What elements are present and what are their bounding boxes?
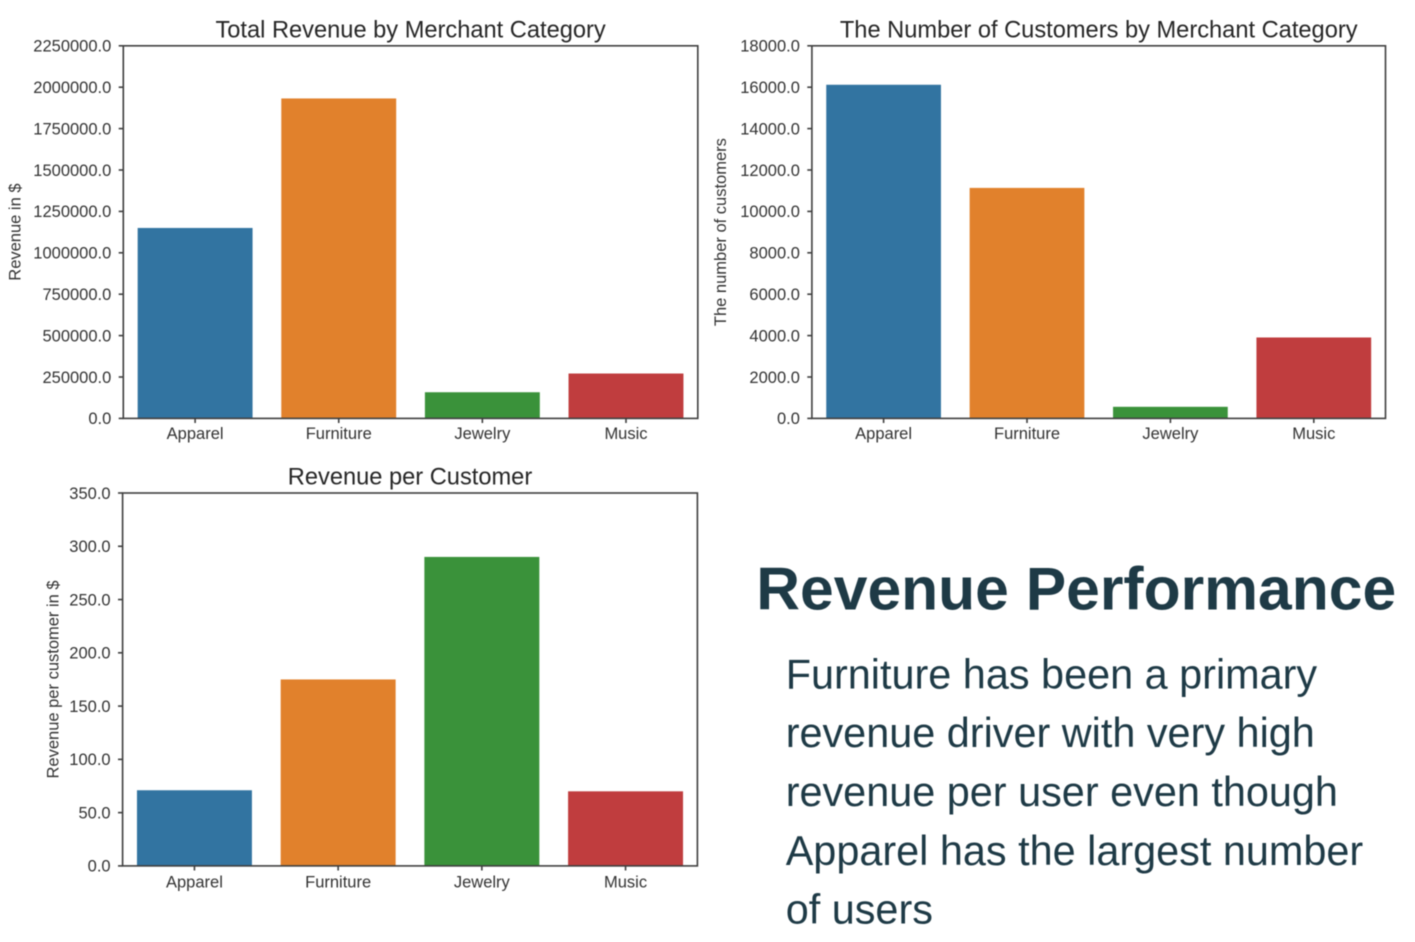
- svg-text:Jewelry: Jewelry: [454, 874, 511, 892]
- svg-text:750000.0: 750000.0: [42, 286, 111, 304]
- svg-text:2000.0: 2000.0: [749, 369, 799, 387]
- svg-text:Furniture: Furniture: [305, 874, 371, 892]
- svg-text:0.0: 0.0: [777, 410, 800, 428]
- svg-text:Apparel: Apparel: [167, 425, 224, 443]
- svg-text:350.0: 350.0: [69, 485, 110, 503]
- svg-text:Furniture: Furniture: [306, 425, 372, 443]
- svg-text:250000.0: 250000.0: [42, 369, 111, 387]
- svg-text:2000000.0: 2000000.0: [33, 79, 111, 97]
- svg-text:18000.0: 18000.0: [740, 38, 800, 56]
- svg-text:revenue per user even though: revenue per user even though: [786, 769, 1338, 815]
- svg-text:8000.0: 8000.0: [749, 245, 799, 263]
- svg-text:Apparel has the largest number: Apparel has the largest number: [786, 828, 1364, 874]
- svg-text:Revenue in $: Revenue in $: [7, 183, 25, 280]
- svg-text:0.0: 0.0: [88, 410, 111, 428]
- svg-text:Music: Music: [1292, 425, 1335, 443]
- svg-text:2250000.0: 2250000.0: [33, 38, 111, 56]
- svg-text:6000.0: 6000.0: [749, 286, 799, 304]
- svg-text:4000.0: 4000.0: [749, 327, 799, 345]
- svg-text:revenue driver with very high: revenue driver with very high: [786, 710, 1315, 756]
- svg-text:of users: of users: [786, 887, 933, 933]
- svg-text:16000.0: 16000.0: [740, 79, 800, 97]
- svg-text:1500000.0: 1500000.0: [33, 162, 111, 180]
- svg-text:Jewelry: Jewelry: [454, 425, 511, 443]
- svg-text:Revenue Performance: Revenue Performance: [756, 555, 1396, 623]
- svg-text:150.0: 150.0: [69, 698, 110, 716]
- svg-text:Revenue per Customer: Revenue per Customer: [288, 465, 533, 491]
- svg-text:100.0: 100.0: [69, 751, 110, 769]
- svg-text:14000.0: 14000.0: [740, 120, 800, 138]
- svg-text:500000.0: 500000.0: [42, 327, 111, 345]
- svg-text:10000.0: 10000.0: [740, 203, 800, 221]
- svg-text:Total Revenue by Merchant Cate: Total Revenue by Merchant Category: [215, 17, 605, 43]
- svg-text:0.0: 0.0: [88, 858, 111, 876]
- svg-text:300.0: 300.0: [69, 538, 110, 556]
- svg-text:50.0: 50.0: [78, 804, 110, 822]
- svg-text:Jewelry: Jewelry: [1142, 425, 1199, 443]
- svg-text:The number of customers: The number of customers: [712, 138, 730, 326]
- svg-text:1750000.0: 1750000.0: [33, 120, 111, 138]
- svg-text:1000000.0: 1000000.0: [33, 245, 111, 263]
- svg-text:12000.0: 12000.0: [740, 162, 800, 180]
- svg-text:Music: Music: [604, 425, 647, 443]
- svg-text:Music: Music: [604, 874, 647, 892]
- svg-text:Apparel: Apparel: [166, 874, 223, 892]
- svg-text:Furniture: Furniture: [994, 425, 1060, 443]
- svg-text:Apparel: Apparel: [855, 425, 912, 443]
- svg-text:Furniture has been a primary: Furniture has been a primary: [786, 651, 1318, 697]
- svg-text:1250000.0: 1250000.0: [33, 203, 111, 221]
- svg-text:200.0: 200.0: [69, 645, 110, 663]
- svg-text:Revenue per customer in $: Revenue per customer in $: [45, 580, 63, 778]
- svg-text:250.0: 250.0: [69, 591, 110, 609]
- svg-text:The Number of Customers by Mer: The Number of Customers by Merchant Cate…: [840, 17, 1358, 43]
